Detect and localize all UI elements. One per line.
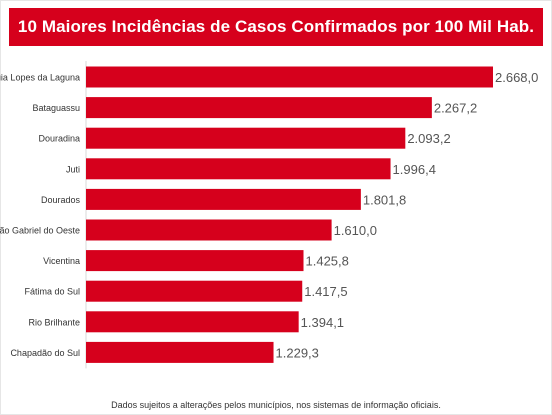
category-label: Dourados — [41, 195, 81, 205]
bar — [86, 188, 361, 210]
bar — [86, 127, 406, 149]
chart-title: 10 Maiores Incidências de Casos Confirma… — [17, 17, 535, 36]
footnote: Dados sujeitos a alterações pelos municí… — [111, 400, 441, 410]
bar — [86, 158, 391, 180]
category-label: Juti — [66, 164, 80, 174]
value-label: 2.668,0 — [495, 70, 538, 85]
bar — [86, 311, 299, 333]
value-label: 1.801,8 — [363, 192, 406, 207]
category-label: Bataguassu — [32, 103, 80, 113]
value-label: 1.610,0 — [334, 223, 377, 238]
category-label: Douradina — [38, 134, 80, 144]
value-label: 1.229,3 — [276, 345, 319, 360]
bar — [86, 97, 432, 119]
value-label: 1.425,8 — [306, 254, 349, 269]
title-bar: 10 Maiores Incidências de Casos Confirma… — [9, 8, 543, 46]
category-label: Fátima do Sul — [24, 287, 80, 297]
category-label: São Gabriel do Oeste — [0, 226, 80, 236]
value-label: 2.093,2 — [407, 131, 450, 146]
value-label: 1.996,4 — [393, 162, 436, 177]
value-label: 1.394,1 — [301, 315, 344, 330]
value-label: 2.267,2 — [434, 101, 477, 116]
bar — [86, 66, 493, 88]
value-label: 1.417,5 — [304, 284, 347, 299]
bar — [86, 341, 274, 363]
bar — [86, 250, 304, 272]
bar — [86, 280, 303, 302]
category-label: Chapadão do Sul — [10, 348, 80, 358]
bar — [86, 219, 332, 241]
category-label: Rio Brilhante — [28, 317, 80, 327]
category-label: Guia Lopes da Laguna — [0, 73, 80, 83]
category-label: Vicentina — [43, 256, 80, 266]
